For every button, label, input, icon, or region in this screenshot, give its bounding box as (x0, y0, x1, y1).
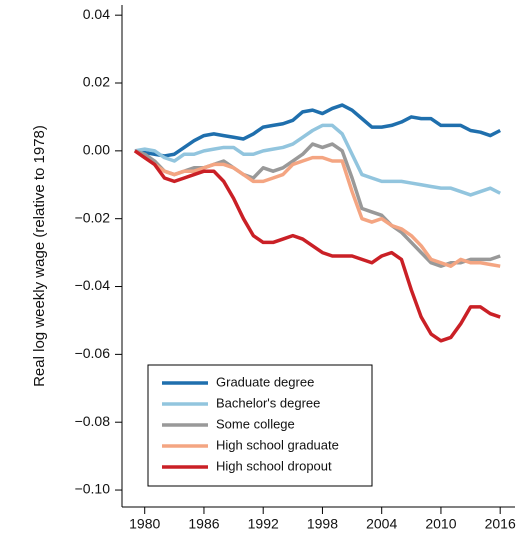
x-tick-label: 1980 (129, 516, 160, 532)
y-tick-label: −0.02 (75, 209, 111, 225)
series-line (133, 149, 501, 343)
x-tick-label: 2004 (366, 516, 397, 532)
x-tick-label: 2016 (485, 516, 516, 532)
y-tick-label: 0.00 (83, 142, 110, 158)
series-line (133, 149, 501, 268)
x-tick-label: 1986 (188, 516, 219, 532)
y-tick-label: −0.06 (75, 345, 111, 361)
x-tick-label: 1998 (307, 516, 338, 532)
x-tick-label: 1992 (248, 516, 279, 532)
y-axis-label: Real log weekly wage (relative to 1978) (31, 125, 48, 387)
y-tick-label: 0.04 (83, 6, 110, 22)
legend: Graduate degree Bachelor's degree Some col… (147, 364, 373, 487)
y-tick-label: −0.08 (75, 413, 111, 429)
legend-label: High school graduate (216, 437, 339, 452)
series-line (134, 103, 501, 158)
y-tick-label: −0.04 (75, 277, 111, 293)
legend-label: High school dropout (216, 458, 332, 473)
y-tick-label: −0.10 (75, 481, 111, 497)
series-line (134, 142, 501, 268)
x-tick-label: 2010 (425, 516, 456, 532)
legend-label: Some college (216, 416, 295, 431)
y-tick-label: 0.02 (83, 74, 110, 90)
legend-label: Bachelor's degree (216, 395, 320, 410)
series-line (134, 123, 501, 197)
legend-label: Graduate degree (216, 374, 314, 389)
